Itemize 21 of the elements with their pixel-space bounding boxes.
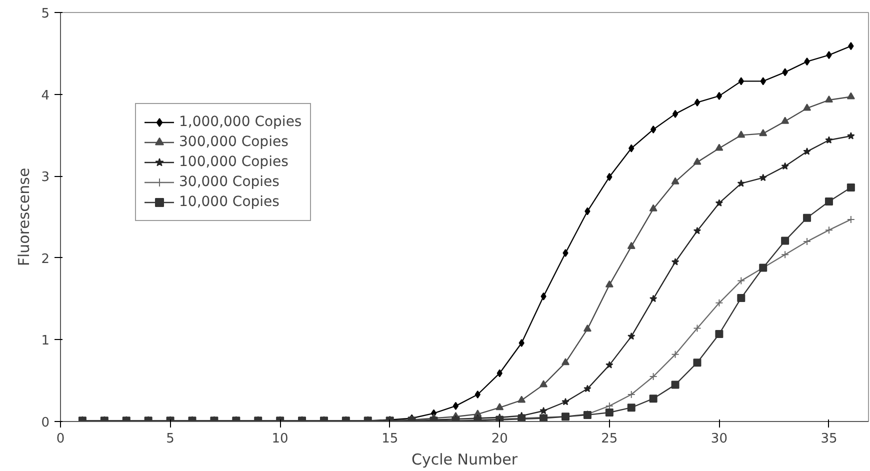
x-axis-title: Cycle Number bbox=[411, 450, 518, 468]
x-tick-label: 25 bbox=[601, 432, 618, 446]
x-tick-label: 0 bbox=[56, 432, 65, 446]
y-tick-label: 5 bbox=[41, 6, 50, 22]
x-tick-label: 5 bbox=[166, 432, 174, 446]
x-tick-label: 30 bbox=[710, 432, 728, 446]
x-tick-label: 20 bbox=[491, 432, 508, 446]
y-tick-label: 0 bbox=[41, 416, 50, 430]
y-axis-title: Fluorescense bbox=[15, 168, 34, 266]
legend-label: 100,000 Copies bbox=[179, 154, 288, 170]
y-tick-label: 3 bbox=[41, 170, 50, 186]
legend-label: 300,000 Copies bbox=[179, 134, 288, 150]
x-tick-label: 15 bbox=[382, 432, 398, 446]
x-tick-label: 10 bbox=[272, 432, 288, 446]
legend-label: 10,000 Copies bbox=[179, 194, 280, 210]
y-tick-label: 4 bbox=[41, 88, 50, 104]
x-tick-label: 35 bbox=[820, 432, 838, 446]
legend-label: 30,000 Copies bbox=[179, 174, 280, 190]
y-tick-label: 2 bbox=[41, 252, 50, 267]
y-tick-label: 1 bbox=[41, 334, 50, 349]
legend-label: 1,000,000 Copies bbox=[179, 114, 302, 130]
